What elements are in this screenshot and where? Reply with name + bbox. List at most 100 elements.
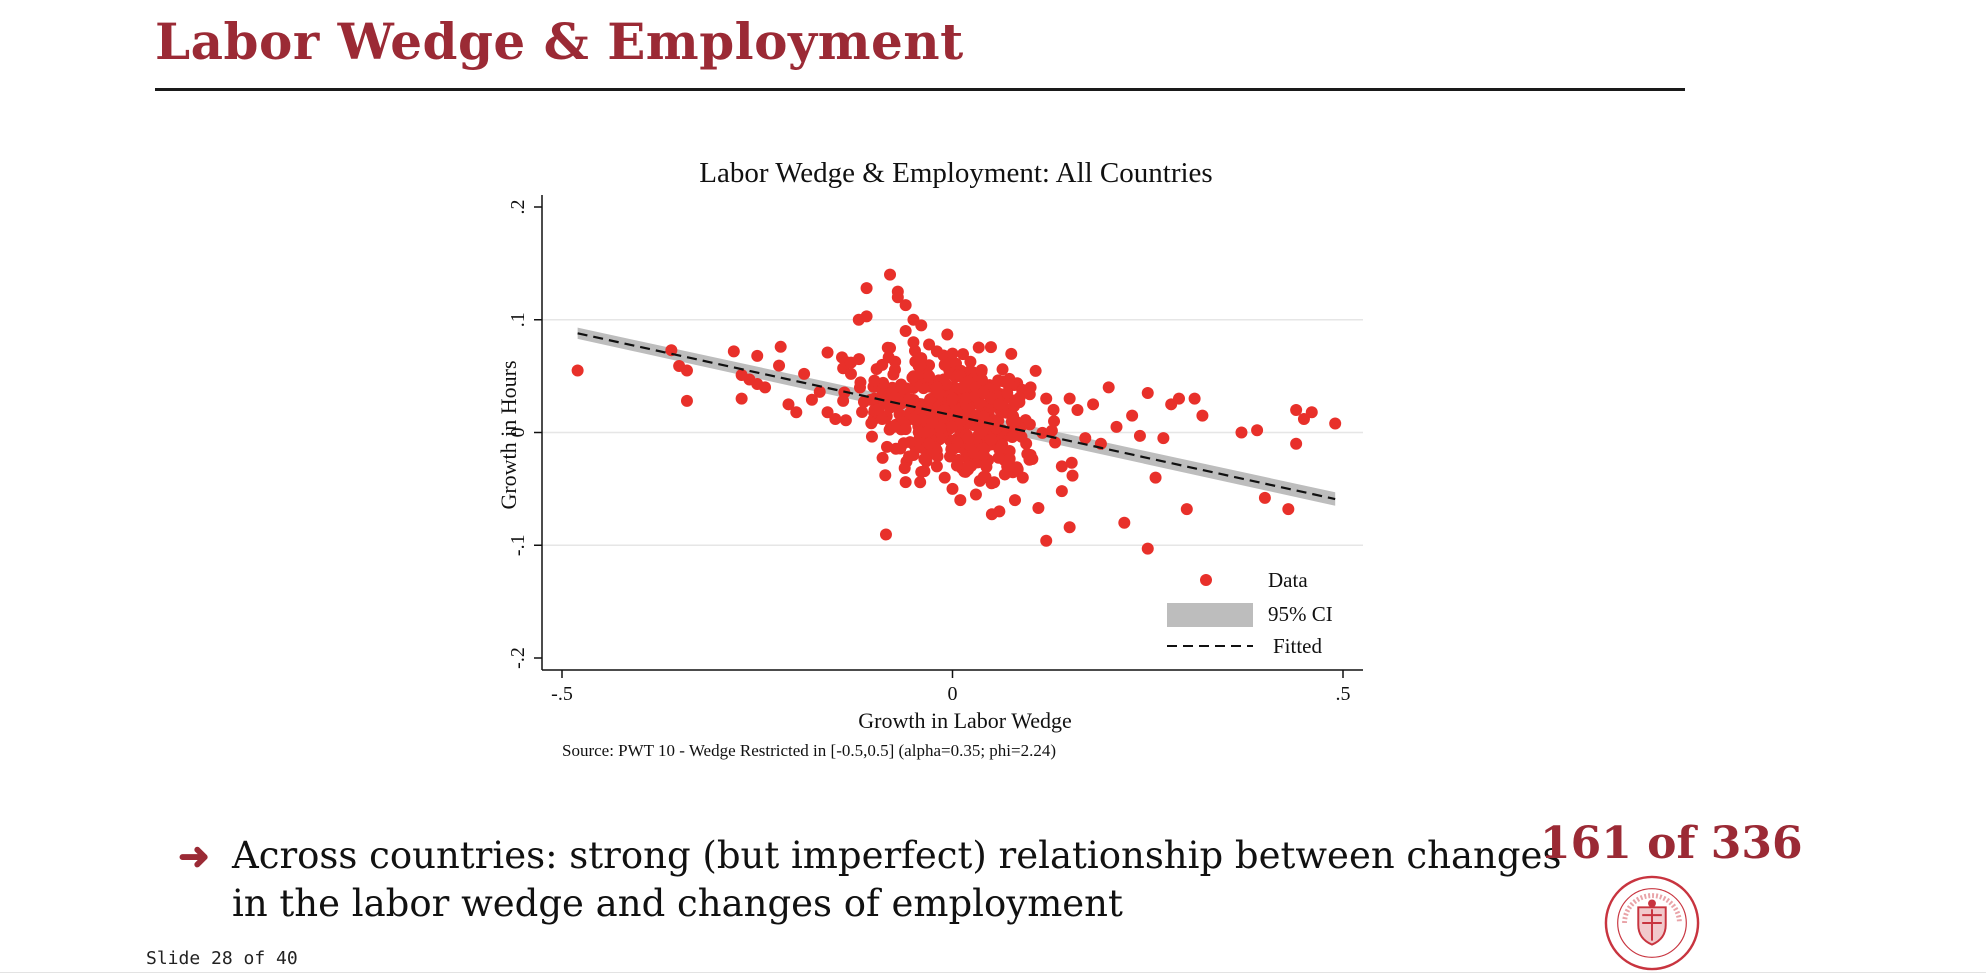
- data-point: [876, 358, 889, 371]
- x-tick-label: .5: [1336, 683, 1351, 705]
- data-point: [837, 394, 850, 407]
- y-tick-label: -.2: [507, 647, 529, 669]
- data-point: [899, 299, 912, 312]
- data-point: [969, 488, 982, 501]
- cluster-point: [876, 451, 889, 464]
- cluster-point: [926, 416, 939, 429]
- y-tick-label: 0: [507, 428, 529, 438]
- x-tick-label: -.5: [551, 683, 573, 705]
- cluster-point: [1065, 456, 1078, 469]
- data-point: [946, 443, 959, 456]
- data-point: [923, 437, 936, 450]
- cluster-point: [1047, 403, 1060, 416]
- data-point: [1258, 491, 1271, 504]
- cluster-point: [888, 420, 901, 433]
- data-point: [1055, 460, 1068, 473]
- cluster-point: [903, 393, 916, 406]
- data-point: [844, 356, 857, 369]
- fitted-line-layer: [577, 332, 1336, 501]
- cluster-point: [856, 406, 869, 419]
- title-divider: [155, 88, 1685, 91]
- bullet-text: Across countries: strong (but imperfect)…: [232, 834, 1562, 925]
- data-point: [680, 364, 693, 377]
- data-point: [915, 352, 928, 365]
- data-point: [899, 325, 912, 338]
- cluster-point: [960, 392, 973, 405]
- data-point: [868, 374, 881, 387]
- data-point: [1196, 409, 1209, 422]
- data-point: [735, 392, 748, 405]
- cluster-point: [984, 341, 997, 354]
- data-point: [938, 358, 951, 371]
- legend-label-data: Data: [1268, 568, 1308, 592]
- y-tick-label: -.1: [507, 534, 529, 556]
- cluster-point: [857, 395, 870, 408]
- data-point: [782, 398, 795, 411]
- data-point: [954, 494, 967, 507]
- data-point: [1024, 449, 1037, 462]
- cluster-point: [854, 376, 867, 389]
- chart-title: Labor Wedge & Employment: All Countries: [699, 157, 1212, 189]
- data-point: [1235, 426, 1248, 439]
- data-point: [821, 346, 834, 359]
- data-point: [844, 367, 857, 380]
- cluster-point: [1049, 436, 1062, 449]
- data-point: [907, 449, 920, 462]
- x-axis-label: Growth in Labor Wedge: [858, 708, 1072, 733]
- cluster-point: [973, 474, 986, 487]
- tick-labels: -.5 0 .5 -.2 -.1 0 .1 .2: [507, 200, 1351, 706]
- cluster-point: [964, 355, 977, 368]
- cluster-point: [1006, 431, 1019, 444]
- data-point: [665, 344, 678, 357]
- chart-legend: Data 95% CI Fitted: [1167, 568, 1333, 658]
- data-point: [1126, 409, 1139, 422]
- data-point: [1063, 392, 1076, 405]
- cluster-point: [918, 453, 931, 466]
- data-point: [1008, 415, 1021, 428]
- cluster-point: [872, 403, 885, 416]
- data-point: [977, 449, 990, 462]
- data-point: [930, 460, 943, 473]
- data-point: [805, 393, 818, 406]
- cluster-point: [879, 528, 892, 541]
- data-point: [930, 381, 943, 394]
- data-point: [1048, 415, 1061, 428]
- data-point: [813, 385, 826, 398]
- data-point: [759, 381, 772, 394]
- data-point: [1001, 460, 1014, 473]
- cluster-point: [921, 425, 934, 438]
- cluster-point: [865, 417, 878, 430]
- data-point: [1141, 387, 1154, 400]
- university-seal-logo: [1604, 875, 1700, 971]
- data-point: [993, 398, 1006, 411]
- data-point: [1329, 417, 1342, 430]
- cluster-point: [941, 328, 954, 341]
- cluster-point: [1045, 424, 1058, 437]
- cluster-point: [1029, 364, 1042, 377]
- cluster-point: [1015, 430, 1028, 443]
- data-point: [1102, 381, 1115, 394]
- cluster-point: [839, 414, 852, 427]
- y-tick-label: .2: [507, 200, 529, 215]
- data-point: [1251, 424, 1264, 437]
- data-point: [923, 338, 936, 351]
- bottom-divider: [0, 972, 1986, 973]
- cluster-point: [1066, 469, 1079, 482]
- cluster-point: [997, 375, 1010, 388]
- data-point: [1157, 432, 1170, 445]
- data-point: [993, 443, 1006, 456]
- data-point: [930, 345, 943, 358]
- data-point: [915, 319, 928, 332]
- data-point: [1290, 403, 1303, 416]
- data-point: [829, 412, 842, 425]
- scatter-chart: Labor Wedge & Employment: All Countries …: [496, 157, 1363, 760]
- legend-data-marker: [1200, 574, 1212, 586]
- data-point: [1087, 398, 1100, 411]
- data-point: [751, 349, 764, 362]
- cluster-point: [898, 462, 911, 475]
- page-counter: 161 of 336: [1540, 818, 1803, 869]
- data-point: [1297, 412, 1310, 425]
- data-point: [876, 412, 889, 425]
- y-axis-label: Growth in Hours: [496, 360, 521, 509]
- data-point: [868, 392, 881, 405]
